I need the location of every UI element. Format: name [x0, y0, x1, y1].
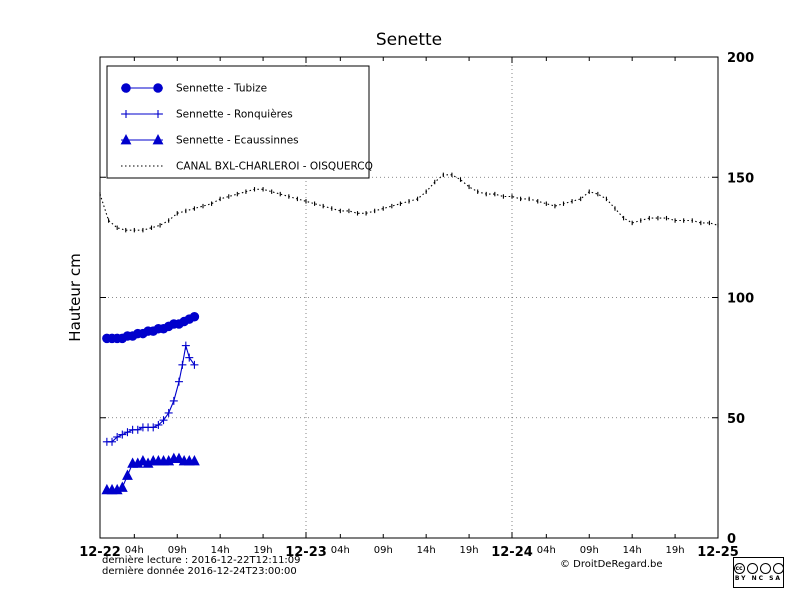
- last-reading-text: dernière lecture : 2016-12-22T12:11:09: [102, 555, 301, 566]
- triangle-marker: [120, 134, 132, 145]
- chart-title: Senette: [376, 30, 442, 50]
- legend-entry: [121, 83, 163, 93]
- cc-sa-icon: [772, 563, 784, 574]
- triangle-marker: [116, 481, 128, 492]
- x-major-tick-label: 12-25: [697, 545, 739, 560]
- x-major-tick-label: 12-24: [491, 545, 533, 560]
- series-sennette-ecaussinnes: [101, 452, 200, 495]
- cc-logo-icon: cc: [733, 563, 745, 574]
- x-minor-tick-label: 09h: [580, 545, 599, 556]
- cc-license-text: BY NC SA: [734, 575, 783, 582]
- legend-entry: [120, 134, 164, 145]
- x-major-tick-label: 12-22: [79, 545, 121, 560]
- y-tick-label: 0: [727, 532, 736, 547]
- x-major-tick-label: 12-23: [285, 545, 327, 560]
- legend-box: [106, 65, 370, 179]
- y-axis-label: Hauteur cm: [66, 253, 84, 341]
- legend-label: Sennette - Ecaussinnes: [176, 135, 299, 147]
- triangle-marker: [189, 455, 200, 466]
- x-minor-tick-label: 04h: [331, 545, 350, 556]
- x-minor-tick-label: 19h: [460, 545, 479, 556]
- triangle-marker: [122, 469, 133, 480]
- cc-by-icon: [746, 563, 758, 574]
- y-tick-label: 50: [727, 412, 745, 427]
- x-minor-tick-label: 04h: [125, 545, 144, 556]
- y-tick-label: 150: [727, 171, 754, 186]
- x-minor-tick-label: 14h: [623, 545, 642, 556]
- cc-icons-row: cc: [733, 563, 784, 574]
- axis-ticks: [99, 56, 719, 539]
- x-minor-tick-label: 09h: [168, 545, 187, 556]
- cc-nc-icon: [759, 563, 771, 574]
- legend-entry: [121, 110, 163, 118]
- triangle-marker: [152, 134, 164, 145]
- legend-label: Sennette - Ronquières: [176, 109, 293, 121]
- triangle-marker: [173, 452, 185, 463]
- y-tick-label: 200: [727, 51, 754, 66]
- last-data-text: dernière donnée 2016-12-24T23:00:00: [102, 566, 297, 577]
- legend-label: Sennette - Tubize: [176, 83, 267, 95]
- x-minor-tick-label: 04h: [537, 545, 556, 556]
- legend-label: CANAL BXL-CHARLEROI - OISQUERCQ: [176, 161, 373, 173]
- x-minor-tick-label: 09h: [374, 545, 393, 556]
- x-minor-tick-label: 19h: [666, 545, 685, 556]
- circle-marker: [153, 83, 163, 93]
- x-minor-tick-label: 14h: [211, 545, 230, 556]
- series-sennette-tubize: [102, 311, 200, 344]
- axis-labels: 0 50 100 150 200 12-22 12-23 12-24 12-25 04h 09h 14…: [79, 51, 754, 560]
- triangle-marker: [137, 455, 149, 466]
- legend: Sennette - Tubize Sennette - Ronquières Se…: [106, 65, 373, 179]
- footer-readings: dernière lecture : 2016-12-22T12:11:09 d…: [102, 555, 301, 577]
- series-canal-bxl-charleroi-oisquercq: [99, 172, 719, 233]
- x-minor-tick-label: 14h: [417, 545, 436, 556]
- y-tick-label: 100: [727, 292, 754, 307]
- series-sennette-ronqui-res: [102, 341, 199, 446]
- circle-marker: [121, 83, 131, 93]
- cc-license-badge[interactable]: cc BY NC SA: [733, 557, 784, 588]
- x-minor-tick-label: 19h: [254, 545, 273, 556]
- copyright-text: © DroitDeRegard.be: [560, 559, 663, 570]
- circle-marker: [189, 311, 200, 322]
